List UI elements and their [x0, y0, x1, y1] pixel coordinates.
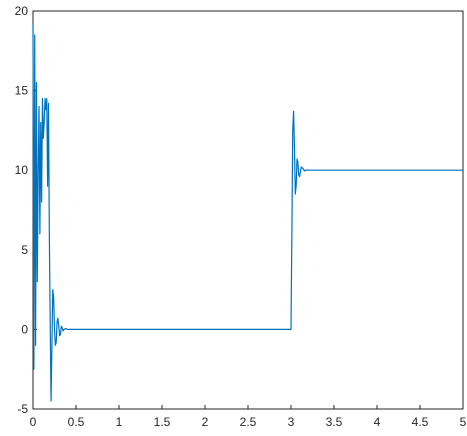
- series-layer: [32, 23, 463, 402]
- y-tick-label: 0: [21, 322, 28, 336]
- x-tick-label: 0.5: [68, 415, 85, 429]
- x-tick-label: 1.5: [154, 415, 171, 429]
- x-tick-label: 3.5: [326, 415, 343, 429]
- x-tick-label: 2: [202, 415, 209, 429]
- y-tick-label: 15: [15, 84, 29, 98]
- x-tick-label: 5: [460, 415, 467, 429]
- plot-area-frame: [32, 10, 464, 410]
- series-line-0: [32, 23, 463, 402]
- x-axis: 0 0.5 1 1.5 2 2.5 3 3.5 4 4.5 5: [30, 405, 467, 429]
- x-tick-label: 2.5: [240, 415, 257, 429]
- x-tick-label: 0: [30, 415, 37, 429]
- y-tick-label: 20: [15, 4, 29, 18]
- y-tick-label: 5: [21, 243, 28, 257]
- x-tick-label: 3: [288, 415, 295, 429]
- x-tick-label: 4.5: [412, 415, 429, 429]
- y-tick-label: 10: [15, 163, 29, 177]
- x-tick-label: 4: [374, 415, 381, 429]
- y-tick-label: -5: [17, 402, 28, 416]
- x-tick-label: 1: [116, 415, 123, 429]
